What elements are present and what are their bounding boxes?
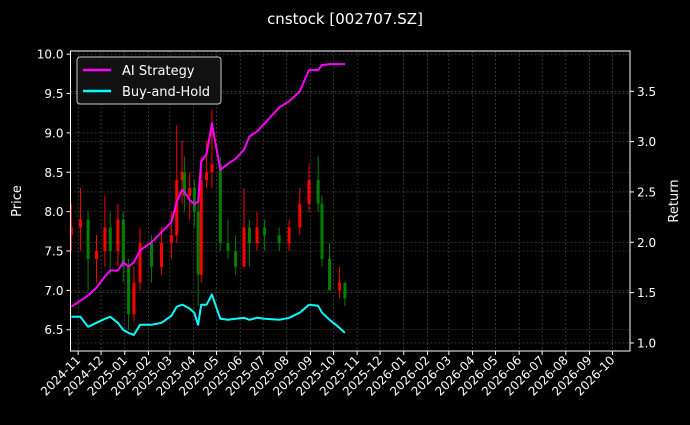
series-line-ai-strategy	[70, 63, 345, 308]
candle-body	[242, 227, 246, 267]
series-lines	[70, 63, 346, 336]
candle-body	[210, 164, 214, 173]
y-tick-label-right: 1.5	[637, 286, 656, 300]
candle-body	[116, 219, 120, 251]
candle-body	[320, 203, 324, 259]
y-tick-label-right: 2.5	[637, 185, 656, 199]
y-tick-label-left: 8.0	[44, 205, 63, 219]
series-line-buy-and-hold	[71, 293, 346, 336]
candle-body	[159, 243, 163, 267]
legend-label-buyhold: Buy-and-Hold	[122, 85, 210, 100]
y-tick-label-left: 9.5	[44, 87, 63, 101]
candle-body	[247, 227, 251, 244]
candle-body	[307, 180, 311, 204]
y-tick-label-left: 7.0	[44, 284, 63, 298]
candle-body	[199, 180, 203, 275]
candle-body	[196, 211, 200, 275]
y-axis-right: 1.0 1.5 2.0 2.5 3.0 3.5	[630, 85, 656, 350]
y-axis-left-label: Price	[10, 185, 25, 217]
legend-label-strategy: AI Strategy	[122, 64, 195, 79]
candle-body	[298, 203, 302, 228]
y-tick-label-left: 9.0	[44, 126, 63, 140]
candle-body	[182, 172, 186, 196]
candle-body	[150, 243, 154, 267]
candle-body	[226, 243, 230, 251]
candle-body	[316, 180, 320, 204]
candle-body	[132, 282, 136, 314]
candle-body	[175, 180, 179, 236]
y-tick-label-left: 10.0	[37, 48, 64, 62]
candle-body	[180, 172, 184, 181]
candle-body	[138, 243, 142, 283]
candle-body	[234, 251, 238, 267]
plot-frame	[70, 50, 631, 352]
candle-body	[338, 282, 342, 291]
candle-body	[169, 235, 173, 244]
y-tick-label-right: 2.0	[637, 236, 656, 250]
y-axis-left: 6.5 7.0 7.5 8.0 8.5 9.0 9.5 10.0	[37, 48, 71, 337]
legend: AI Strategy Buy-and-Hold	[76, 56, 222, 105]
candle-body	[192, 188, 196, 212]
candle-body	[218, 164, 222, 244]
y-axis-right-label: Return	[667, 179, 682, 222]
y-tick-label-right: 3.0	[637, 135, 656, 149]
candle-body	[121, 219, 125, 267]
candle-body	[328, 258, 332, 291]
candle-body	[86, 219, 90, 259]
candle-body	[188, 188, 192, 196]
candle-body	[78, 219, 82, 228]
chart-title: cnstock [002707.SZ]	[267, 10, 423, 28]
candles	[69, 109, 347, 330]
candle-body	[127, 266, 131, 314]
candle-body	[277, 235, 281, 244]
y-tick-label-left: 7.5	[44, 245, 63, 259]
candle-body	[103, 227, 107, 251]
candle-body	[69, 227, 73, 236]
candle-body	[108, 227, 112, 251]
candle-body	[343, 282, 347, 299]
candle-body	[94, 251, 98, 259]
candle-body	[205, 172, 209, 181]
candle-body	[255, 227, 259, 244]
candle-body	[263, 227, 267, 236]
candle-body	[287, 227, 291, 244]
legend-box	[76, 56, 222, 105]
y-tick-label-right: 1.0	[637, 336, 656, 350]
y-tick-label-left: 8.5	[44, 166, 63, 180]
y-tick-label-left: 6.5	[44, 323, 63, 337]
y-tick-label-right: 3.5	[637, 85, 656, 99]
